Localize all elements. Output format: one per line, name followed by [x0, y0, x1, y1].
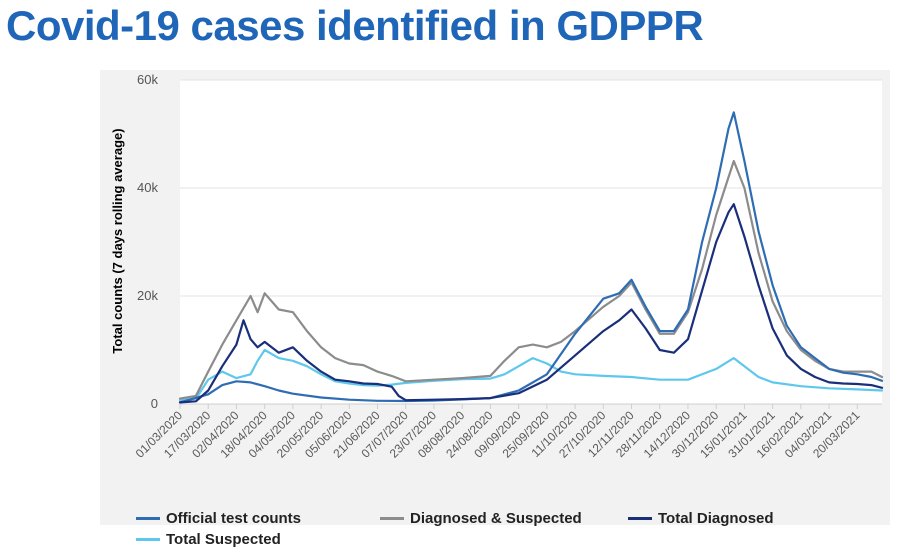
y-tick-label: 0 [151, 396, 158, 411]
gridlines [180, 79, 882, 405]
y-axis-label: Total counts (7 days rolling average) [110, 128, 125, 353]
legend-item-total-diagnosed: Total Diagnosed [628, 508, 774, 528]
y-tick-label: 60k [137, 72, 158, 87]
legend-label-diagnosed-suspected: Diagnosed & Suspected [410, 509, 582, 527]
legend-swatch-total-suspected [136, 537, 160, 541]
legend-swatch-official-test-counts [136, 516, 160, 520]
page-title: Covid-19 cases identified in GDPPR [6, 2, 704, 49]
legend-swatch-diagnosed-suspected [380, 516, 404, 520]
legend-item-diagnosed-suspected: Diagnosed & Suspected [380, 508, 582, 528]
legend-label-official-test-counts: Official test counts [166, 509, 302, 527]
series-lines [178, 111, 884, 404]
y-axis-ticks: 0 20k 40k 60k [137, 72, 158, 411]
series-line-diagnosed-suspected [178, 159, 884, 400]
y-tick-label: 40k [137, 180, 158, 195]
legend-label-total-suspected: Total Suspected [166, 530, 281, 548]
series-line-official-test-counts [178, 111, 884, 404]
series-line-total-suspected [178, 348, 884, 402]
legend-label-total-diagnosed: Total Diagnosed [658, 509, 774, 527]
legend-item-total-suspected: Total Suspected [136, 529, 281, 549]
y-tick-label: 20k [137, 288, 158, 303]
legend-item-official-test-counts: Official test counts [136, 508, 301, 528]
legend-swatch-total-diagnosed [628, 516, 652, 520]
plot-area [180, 80, 882, 404]
series-line-total-diagnosed [178, 203, 884, 404]
